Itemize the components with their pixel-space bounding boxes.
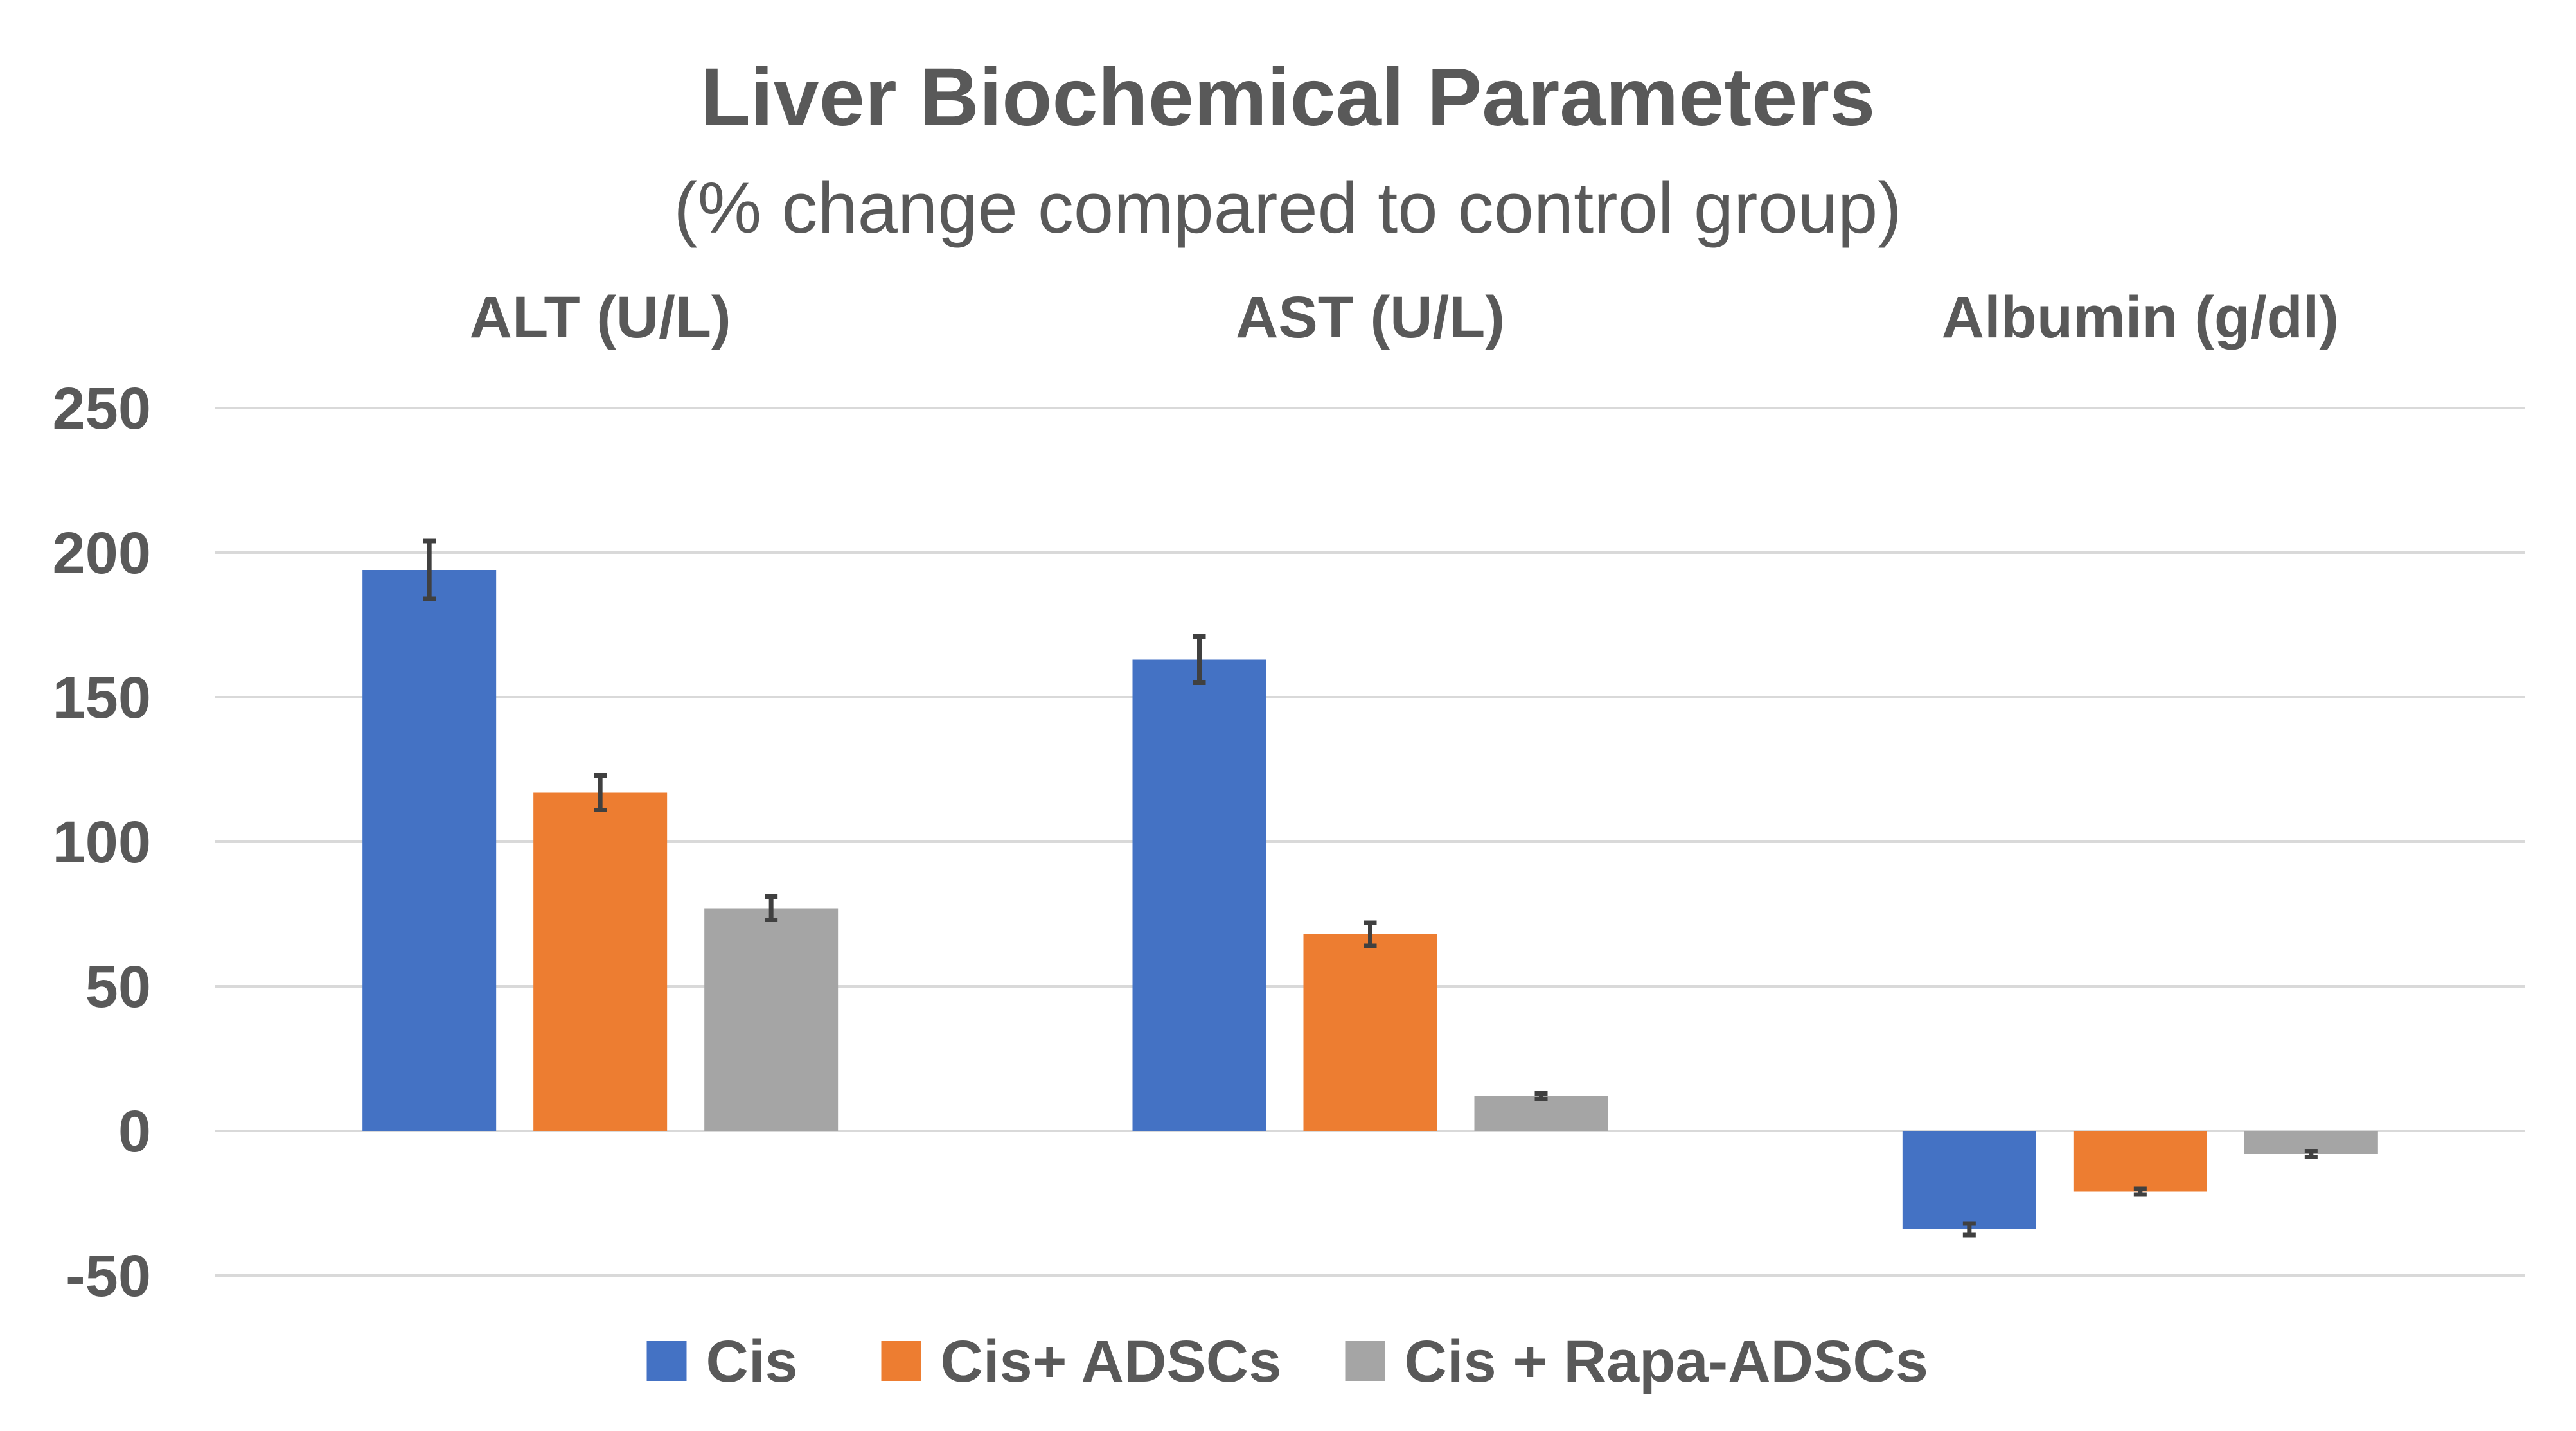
bar-1-2 <box>1132 659 1266 1131</box>
y-tick-label: 250 <box>53 376 152 441</box>
category-label: Albumin (g/dl) <box>1942 285 2339 350</box>
legend: Cis Cis+ ADSCs Cis + Rapa-ADSCs <box>646 1329 1928 1394</box>
category-labels: ALT (U/L) AST (U/L) Albumin (g/dl) <box>470 285 2339 350</box>
y-tick-label: 0 <box>118 1099 151 1164</box>
bar-1-1 <box>362 570 497 1131</box>
legend-label-2: Cis+ ADSCs <box>941 1329 1282 1394</box>
error-bars <box>423 538 2318 1238</box>
chart-subtitle: (% change compared to control group) <box>673 168 1901 248</box>
legend-label-3: Cis + Rapa-ADSCs <box>1405 1329 1928 1394</box>
y-tick-label: 150 <box>53 665 152 731</box>
bars <box>362 570 2378 1229</box>
legend-swatch-1 <box>646 1341 687 1381</box>
bar-2-3 <box>2073 1131 2207 1192</box>
legend-label-1: Cis <box>706 1329 798 1394</box>
bar-2-2 <box>1303 934 1437 1131</box>
bar-2-1 <box>533 792 668 1131</box>
y-axis-ticks: 250 200 150 100 50 0 -50 <box>53 376 152 1309</box>
chart-title: Liver Biochemical Parameters <box>700 51 1876 143</box>
bar-1-3 <box>1902 1131 2036 1229</box>
bar-3-2 <box>1474 1096 1608 1131</box>
legend-swatch-3 <box>1345 1341 1385 1381</box>
category-label: ALT (U/L) <box>470 285 731 350</box>
legend-swatch-2 <box>881 1341 921 1381</box>
y-tick-label: 50 <box>85 954 151 1020</box>
bar-3-1 <box>704 908 839 1131</box>
category-label: AST (U/L) <box>1236 285 1505 350</box>
y-tick-label: 200 <box>53 520 152 586</box>
y-tick-label: 100 <box>53 810 152 875</box>
y-tick-label: -50 <box>66 1243 151 1309</box>
